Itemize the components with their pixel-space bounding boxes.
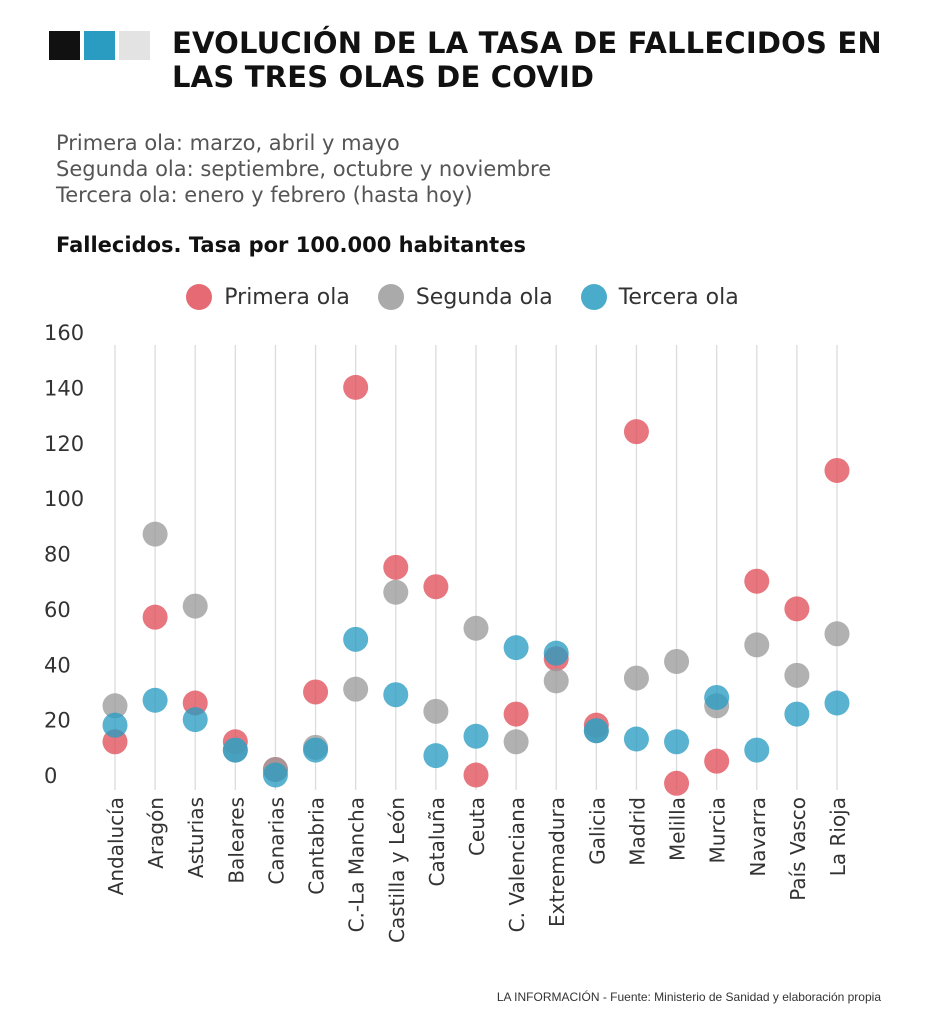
x-tick-label: C.-La Mancha [345,797,369,932]
point-tercera-ola [824,690,850,716]
point-tercera-ola [423,743,449,769]
point-tercera-ola [744,737,770,763]
point-segunda-ola [463,615,489,641]
x-tick-label: Madrid [625,797,649,866]
point-segunda-ola [102,693,128,719]
y-tick-label: 160 [44,321,84,345]
x-tick-label: Ceuta [465,797,489,856]
wave-descriptions: Primera ola: marzo, abril y mayo Segunda… [56,130,551,208]
x-tick-label: C. Valenciana [505,797,529,932]
x-tick-label: Navarra [746,797,770,877]
y-tick-label: 40 [44,653,71,677]
point-tercera-ola [664,729,690,755]
legend-item-segunda: Segunda ola [377,284,553,310]
y-tick-label: 0 [44,764,57,788]
x-tick-label: Andalucía [104,797,128,895]
point-primera-ola [383,554,409,580]
point-segunda-ola [383,579,409,605]
brand-logo [49,31,150,60]
source-footer: LA INFORMACIÓN - Fuente: Ministerio de S… [496,990,881,1004]
point-segunda-ola [142,521,168,547]
legend-dot-tercera [580,284,607,310]
y-tick-label: 120 [44,432,84,456]
point-tercera-ola [543,640,569,666]
point-primera-ola [824,457,850,483]
point-primera-ola [423,574,449,600]
point-tercera-ola [784,701,810,727]
point-tercera-ola [383,682,409,708]
wave-description-2: Segunda ola: septiembre, octubre y novie… [56,157,552,181]
wave-description-3: Tercera ola: enero y febrero (hasta hoy) [56,183,473,207]
legend-label-tercera: Tercera ola [618,284,739,310]
x-tick-label: País Vasco [786,797,810,901]
point-tercera-ola [463,723,489,749]
point-primera-ola [142,604,168,630]
x-tick-label: Asturias [184,797,208,878]
x-tick-label: Galicia [585,797,609,865]
x-tick-label: Baleares [224,797,248,884]
x-tick-label: La Rioja [826,797,850,876]
y-tick-label: 80 [44,543,71,567]
logo-square-blue [84,31,115,60]
y-tick-label: 20 [44,709,71,733]
point-primera-ola [623,419,649,445]
page-title: EVOLUCIÓN DE LA TASA DE FALLECIDOS EN LA… [172,26,882,94]
point-primera-ola [503,701,529,727]
point-tercera-ola [623,726,649,752]
x-tick-label: Aragón [144,797,168,869]
point-primera-ola [784,596,810,622]
x-tick-label: Castilla y León [385,797,409,943]
x-tick-label: Murcia [706,797,730,864]
point-segunda-ola [664,648,690,674]
legend-label-segunda: Segunda ola [415,284,553,310]
y-tick-label: 140 [44,376,84,400]
x-tick-label: Cantabria [305,797,329,895]
logo-square-black [49,31,80,60]
legend-dot-segunda [377,284,404,310]
point-primera-ola [343,374,369,400]
chart-legend: Primera ola Segunda ola Tercera ola [0,284,925,310]
point-tercera-ola [222,737,248,763]
point-segunda-ola [623,665,649,691]
x-tick-label: Canarias [264,797,288,885]
point-primera-ola [664,770,690,796]
legend-item-primera: Primera ola [186,284,350,310]
point-tercera-ola [262,762,288,788]
wave-description-1: Primera ola: marzo, abril y mayo [56,131,400,155]
x-tick-label: Cataluña [425,797,449,886]
legend-dot-primera [186,284,213,310]
point-segunda-ola [784,662,810,688]
point-segunda-ola [423,698,449,724]
point-segunda-ola [182,593,208,619]
logo-square-gray [119,31,150,60]
point-tercera-ola [583,718,609,744]
point-tercera-ola [503,635,529,661]
x-tick-label: Extremadura [545,797,569,927]
point-primera-ola [704,748,730,774]
point-tercera-ola [102,712,128,738]
point-segunda-ola [343,676,369,702]
point-primera-ola [744,568,770,594]
y-tick-label: 60 [44,598,71,622]
point-tercera-ola [182,707,208,733]
legend-item-tercera: Tercera ola [580,284,739,310]
point-tercera-ola [142,687,168,713]
point-segunda-ola [824,621,850,647]
point-segunda-ola [543,668,569,694]
x-tick-label: Melilla [666,797,690,861]
chart-metric-label: Fallecidos. Tasa por 100.000 habitantes [56,233,526,257]
y-tick-label: 100 [44,487,84,511]
point-tercera-ola [343,626,369,652]
legend-label-primera: Primera ola [224,284,350,310]
point-segunda-ola [503,729,529,755]
point-tercera-ola [303,737,329,763]
point-primera-ola [463,762,489,788]
point-primera-ola [303,679,329,705]
point-segunda-ola [744,632,770,658]
point-tercera-ola [704,684,730,710]
